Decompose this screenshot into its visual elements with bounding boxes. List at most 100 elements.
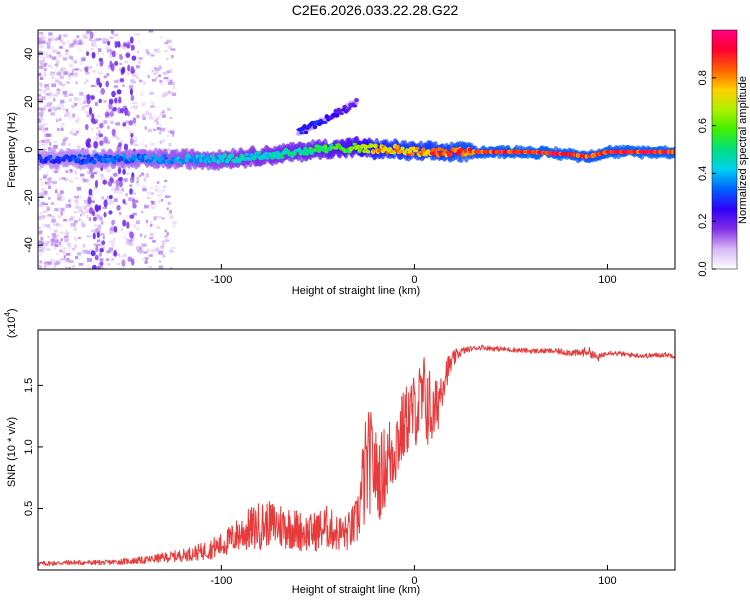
spectrogram-noise-cell [86, 234, 92, 238]
spectrogram-noise-cell [38, 40, 42, 44]
spectrogram-noise-cell [48, 196, 51, 200]
spectrogram-noise-cell [81, 223, 86, 228]
spectrogram-noise-cell [113, 85, 119, 88]
spectrogram-ridge-core [56, 159, 62, 165]
spectrogram-noise-cell [56, 106, 61, 110]
spectrogram-noise-cell [48, 227, 52, 230]
spectrogram-streak-cell [94, 254, 99, 261]
spectrogram-noise-cell [164, 229, 167, 233]
spectrogram-noise-cell [86, 79, 89, 82]
spectrogram-noise-cell [45, 92, 49, 96]
spectrogram-noise-cell [156, 216, 162, 219]
spectrogram-noise-cell [38, 203, 43, 207]
spectrogram-noise-cell [165, 57, 169, 60]
spectrogram-noise-cell [162, 254, 166, 258]
spectrogram-noise-cell [74, 38, 78, 42]
spectrogram-noise-cell [45, 86, 49, 89]
spectrogram-noise-cell [74, 96, 79, 101]
spectrogram-ridge-core [459, 147, 464, 152]
spectrogram-noise-cell [56, 117, 60, 122]
spectrogram-noise-cell [39, 125, 44, 129]
spectrogram-noise-cell [70, 56, 73, 60]
spectrogram-noise-cell [109, 36, 114, 40]
spectrogram-noise-cell [43, 190, 48, 195]
spectrogram-noise-cell [96, 51, 100, 55]
spectrogram-streak-cell [132, 198, 136, 205]
spectrogram-noise-cell [52, 180, 57, 185]
spectrogram-x-tick-label: -100 [210, 274, 232, 286]
spectrogram-ridge-core [86, 154, 91, 159]
spectrogram-noise-cell [78, 39, 82, 43]
snr-x-label: Height of straight line (km) [292, 584, 420, 596]
spectrogram-streak-cell [129, 231, 134, 239]
spectrogram-streak-cell [129, 137, 134, 146]
spectrogram-streak-cell [98, 82, 102, 88]
spectrogram-streak-cell [126, 221, 130, 229]
spectrogram-streak-cell [92, 232, 96, 240]
spectrogram-noise-cell [159, 82, 164, 85]
spectrogram-noise-cell [60, 199, 63, 202]
spectrogram-streak-cell [93, 141, 99, 149]
spectrogram-ridge-core [433, 148, 438, 153]
spectrogram-noise-cell [166, 232, 169, 236]
spectrogram-noise-cell [151, 78, 157, 82]
spectrogram-noise-cell [156, 181, 160, 184]
spectrogram-noise-cell [93, 243, 99, 246]
spectrogram-noise-cell [129, 35, 133, 38]
spectrogram-ridge-core [352, 142, 357, 146]
spectrogram-noise-cell [125, 241, 130, 245]
spectrogram-noise-cell [113, 80, 118, 84]
spectrogram-noise-cell [107, 49, 113, 52]
spectrogram-noise-cell [38, 144, 42, 147]
spectrogram-streak-cell [122, 199, 126, 204]
spectrogram-noise-cell [91, 39, 96, 44]
spectrogram-noise-cell [60, 258, 64, 261]
spectrogram-streak-cell [118, 176, 123, 182]
spectrogram-noise-cell [48, 64, 51, 68]
spectrogram-ridge-core [121, 153, 127, 158]
spectrogram-streak-cell [113, 226, 118, 233]
spectrogram-noise-cell [169, 210, 173, 214]
spectrogram-noise-cell [46, 44, 50, 49]
spectrogram-noise-cell [126, 215, 129, 218]
spectrogram-noise-cell [53, 38, 59, 41]
spectrogram-ridge-core [369, 143, 375, 148]
spectrogram-streak-cell [108, 195, 113, 200]
spectrogram-noise-cell [95, 38, 99, 41]
spectrogram-noise-cell [132, 192, 136, 195]
spectrogram-noise-cell [106, 73, 110, 76]
spectrogram-streak-cell [84, 123, 89, 131]
spectrogram-noise-cell [59, 88, 62, 92]
spectrogram-panel: -100 0 100 -40 -20 0 20 40 Height of straight … [6, 29, 676, 297]
spectrogram-noise-cell [143, 81, 146, 86]
spectrogram-noise-cell [135, 220, 140, 224]
spectrogram-noise-cell [78, 236, 81, 240]
spectrogram-noise-cell [57, 215, 62, 219]
colorbar-tick-label: 0.2 [697, 214, 709, 229]
spectrogram-noise-cell [149, 186, 154, 190]
spectrogram-noise-cell [157, 194, 162, 197]
spectrogram-noise-cell [88, 217, 92, 221]
spectrogram-noise-cell [85, 111, 91, 116]
spectrogram-streak-cell [96, 232, 100, 239]
spectrogram-streak-cell [108, 98, 114, 105]
spectrogram-noise-cell [39, 212, 43, 215]
spectrogram-noise-cell [160, 111, 165, 115]
spectrogram-streak-cell [98, 204, 102, 211]
spectrogram-streak-cell [107, 180, 113, 187]
spectrogram-streak-cell [122, 168, 126, 175]
spectrogram-noise-cell [141, 113, 145, 118]
spectrogram-noise-cell [161, 243, 165, 248]
spectrogram-ridge-core [77, 153, 82, 158]
spectrogram-ridge-core [289, 154, 295, 158]
spectrogram-ridge-core [261, 155, 267, 160]
spectrogram-noise-cell [171, 92, 177, 97]
spectrogram-noise-cell [161, 138, 165, 142]
spectrogram-noise-cell [68, 55, 72, 59]
spectrogram-noise-cell [58, 81, 63, 85]
spectrogram-ridge-core [92, 159, 97, 165]
spectrogram-noise-cell [53, 265, 57, 268]
spectrogram-noise-cell [76, 187, 82, 191]
spectrogram-noise-cell [105, 140, 111, 144]
spectrogram-streak-cell [85, 142, 90, 148]
